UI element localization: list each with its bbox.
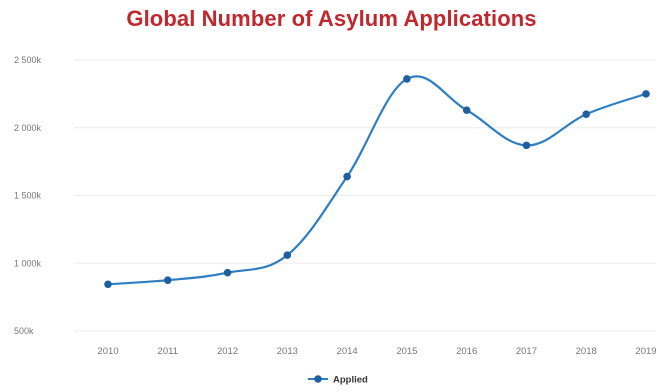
data-point-2014[interactable] bbox=[343, 172, 351, 181]
x-tick-label: 2010 bbox=[97, 346, 118, 357]
y-tick-label: 2 500k bbox=[14, 55, 42, 65]
y-tick-label: 1 000k bbox=[14, 258, 42, 268]
data-point-2011[interactable] bbox=[163, 276, 172, 284]
data-point-2010[interactable] bbox=[104, 280, 112, 289]
x-tick-label: 2013 bbox=[277, 346, 298, 357]
x-tick-label: 2018 bbox=[576, 346, 597, 357]
data-point-2015[interactable] bbox=[403, 75, 411, 83]
legend[interactable]: Applied bbox=[308, 375, 368, 386]
x-tick-label: 2017 bbox=[516, 346, 537, 357]
x-tick-label: 2016 bbox=[456, 346, 477, 357]
legend-marker-swatch[interactable] bbox=[314, 375, 322, 383]
legend-label-applied[interactable]: Applied bbox=[333, 375, 368, 386]
series-group bbox=[104, 75, 650, 289]
data-point-2012[interactable] bbox=[223, 268, 232, 277]
x-axis-ticks: 2010 2011 2012 2013 2014 2015 2016 2017 2018 2019 bbox=[97, 346, 656, 357]
series-line-applied[interactable] bbox=[107, 75, 647, 286]
data-point-2019[interactable] bbox=[642, 90, 650, 98]
x-tick-label: 2015 bbox=[396, 346, 417, 357]
x-tick-label: 2014 bbox=[337, 346, 358, 357]
data-point-2018[interactable] bbox=[582, 110, 591, 118]
y-tick-label: 1 500k bbox=[14, 191, 42, 201]
y-axis-ticks: 500k 1 000k 1 500k 2 000k 2 500k bbox=[14, 55, 42, 336]
y-tick-label: 500k bbox=[14, 326, 34, 336]
grid-lines bbox=[74, 59, 656, 332]
x-tick-label: 2012 bbox=[217, 346, 238, 357]
x-tick-label: 2011 bbox=[158, 346, 178, 357]
data-point-2016[interactable] bbox=[462, 106, 471, 114]
y-tick-label: 2 000k bbox=[14, 123, 42, 133]
data-point-2013[interactable] bbox=[283, 251, 292, 259]
data-point-2017[interactable] bbox=[522, 141, 531, 150]
x-tick-label: 2019 bbox=[635, 346, 656, 357]
chart-title: Global Number of Asylum Applications bbox=[126, 6, 537, 31]
